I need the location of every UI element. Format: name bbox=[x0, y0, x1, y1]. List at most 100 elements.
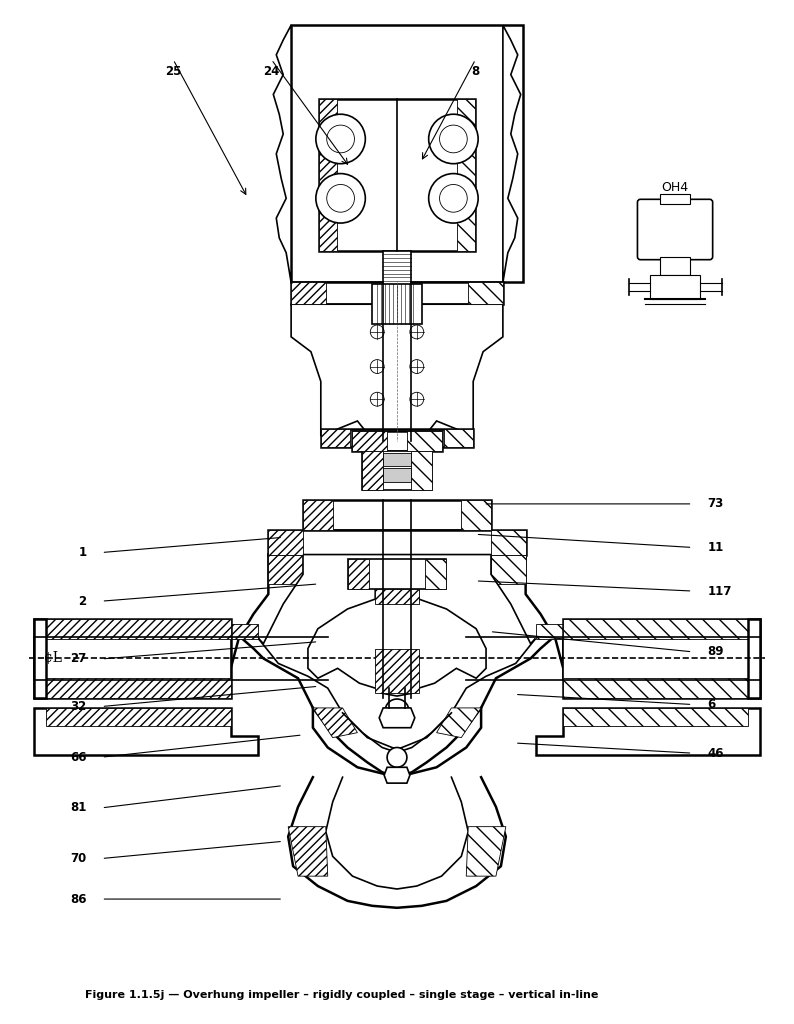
Polygon shape bbox=[503, 26, 521, 283]
Polygon shape bbox=[491, 529, 526, 555]
Polygon shape bbox=[384, 767, 410, 783]
Polygon shape bbox=[303, 500, 333, 529]
Polygon shape bbox=[461, 500, 491, 529]
Bar bbox=[362, 451, 432, 490]
Circle shape bbox=[429, 174, 478, 223]
Polygon shape bbox=[46, 678, 231, 698]
Circle shape bbox=[327, 125, 354, 153]
Polygon shape bbox=[288, 826, 328, 877]
Circle shape bbox=[429, 115, 478, 164]
Polygon shape bbox=[313, 708, 357, 737]
Polygon shape bbox=[380, 708, 414, 728]
Bar bbox=[34, 637, 231, 680]
Polygon shape bbox=[362, 451, 384, 490]
Text: 8: 8 bbox=[472, 65, 480, 78]
Polygon shape bbox=[563, 708, 748, 726]
Text: 117: 117 bbox=[707, 585, 732, 598]
Bar bbox=[563, 618, 760, 698]
Bar bbox=[268, 529, 526, 555]
Text: 24: 24 bbox=[263, 65, 279, 78]
Bar bbox=[321, 429, 473, 446]
Polygon shape bbox=[273, 26, 291, 283]
Polygon shape bbox=[535, 708, 760, 756]
Text: 73: 73 bbox=[707, 498, 723, 510]
Bar bbox=[384, 251, 410, 286]
Bar bbox=[303, 500, 491, 529]
Polygon shape bbox=[376, 589, 418, 604]
Polygon shape bbox=[308, 589, 486, 696]
Polygon shape bbox=[291, 283, 326, 304]
Text: 46: 46 bbox=[707, 746, 724, 760]
Polygon shape bbox=[348, 559, 369, 589]
Polygon shape bbox=[353, 431, 387, 451]
Polygon shape bbox=[268, 529, 303, 555]
Polygon shape bbox=[291, 304, 503, 440]
Bar bbox=[660, 195, 690, 204]
Polygon shape bbox=[34, 708, 259, 756]
Polygon shape bbox=[259, 555, 535, 750]
Text: Figure 1.1.5j — Overhung impeller – rigidly coupled – single stage – vertical in: Figure 1.1.5j — Overhung impeller – rigi… bbox=[85, 990, 599, 999]
Circle shape bbox=[440, 125, 467, 153]
Text: 66: 66 bbox=[70, 751, 87, 764]
Bar bbox=[34, 618, 46, 698]
Polygon shape bbox=[468, 283, 503, 304]
Bar bbox=[650, 274, 700, 299]
Text: 1: 1 bbox=[79, 546, 87, 559]
Text: 70: 70 bbox=[71, 852, 87, 865]
Polygon shape bbox=[437, 708, 481, 737]
Text: 86: 86 bbox=[70, 893, 87, 905]
Polygon shape bbox=[563, 618, 748, 639]
Circle shape bbox=[370, 359, 384, 374]
Polygon shape bbox=[425, 559, 446, 589]
Polygon shape bbox=[268, 555, 303, 585]
Polygon shape bbox=[319, 99, 337, 251]
Text: 81: 81 bbox=[71, 802, 87, 814]
Polygon shape bbox=[410, 451, 432, 490]
Text: OH4: OH4 bbox=[661, 181, 688, 194]
Bar bbox=[353, 431, 441, 451]
Bar bbox=[372, 285, 422, 324]
FancyBboxPatch shape bbox=[638, 200, 713, 260]
Circle shape bbox=[410, 392, 424, 407]
Text: 25: 25 bbox=[165, 65, 181, 78]
Circle shape bbox=[385, 699, 409, 723]
Text: 27: 27 bbox=[71, 652, 87, 666]
Bar bbox=[660, 257, 690, 274]
Polygon shape bbox=[407, 431, 441, 451]
Text: 6: 6 bbox=[707, 698, 715, 711]
Bar bbox=[319, 99, 475, 251]
Text: ¢L: ¢L bbox=[44, 651, 62, 666]
Polygon shape bbox=[231, 624, 259, 639]
Polygon shape bbox=[457, 99, 475, 251]
Circle shape bbox=[440, 184, 467, 212]
Circle shape bbox=[316, 115, 365, 164]
Polygon shape bbox=[535, 624, 563, 639]
Polygon shape bbox=[444, 429, 473, 446]
Bar bbox=[291, 26, 522, 283]
Polygon shape bbox=[46, 618, 231, 639]
Circle shape bbox=[410, 325, 424, 339]
Text: 32: 32 bbox=[71, 700, 87, 713]
Circle shape bbox=[370, 325, 384, 339]
Bar bbox=[291, 283, 503, 304]
Circle shape bbox=[316, 174, 365, 223]
Polygon shape bbox=[46, 708, 231, 726]
Text: 2: 2 bbox=[79, 595, 87, 607]
Bar bbox=[34, 618, 231, 698]
Circle shape bbox=[327, 184, 354, 212]
Polygon shape bbox=[321, 429, 350, 446]
Circle shape bbox=[370, 392, 384, 407]
Bar bbox=[748, 618, 760, 698]
Bar bbox=[563, 637, 760, 680]
Polygon shape bbox=[231, 555, 563, 777]
Circle shape bbox=[410, 359, 424, 374]
Circle shape bbox=[387, 748, 407, 767]
Text: 11: 11 bbox=[707, 541, 723, 554]
Polygon shape bbox=[563, 678, 748, 698]
Polygon shape bbox=[491, 555, 526, 585]
Bar bbox=[384, 468, 410, 482]
Bar bbox=[348, 559, 446, 589]
Text: 89: 89 bbox=[707, 645, 724, 658]
Polygon shape bbox=[376, 648, 418, 693]
Polygon shape bbox=[466, 826, 506, 877]
